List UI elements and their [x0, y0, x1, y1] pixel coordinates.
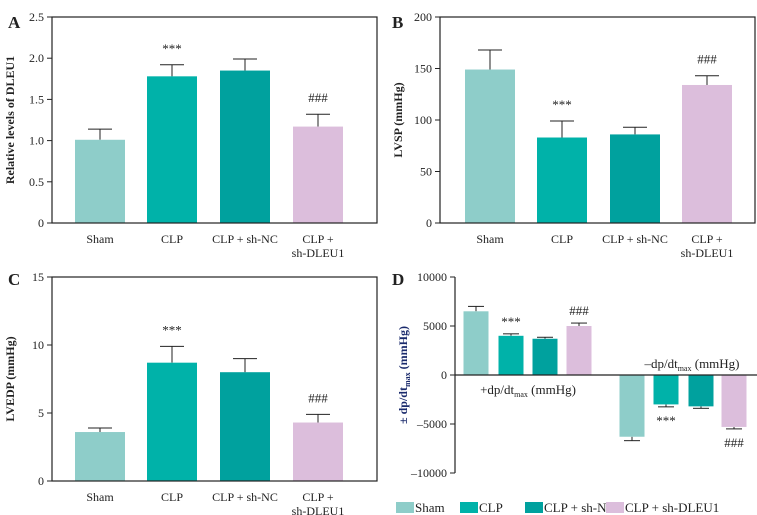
- bar-sham: [75, 432, 125, 481]
- bar-clp-sh-nc: [610, 134, 660, 223]
- significance-mark: ***: [162, 41, 182, 56]
- legend-label: CLP + sh-NC: [544, 500, 615, 515]
- legend-label: CLP: [479, 500, 503, 515]
- bar-sham: [619, 375, 645, 437]
- legend-swatch: [525, 502, 543, 513]
- group-label: –dp/dtmax (mmHg): [643, 356, 739, 373]
- legend-swatch: [606, 502, 624, 513]
- bar-clp-sh-nc: [532, 338, 558, 375]
- x-category-label: CLP +: [302, 490, 334, 504]
- y-tick-label: 1.0: [29, 134, 44, 148]
- legend-label: CLP + sh-DLEU1: [625, 500, 719, 515]
- x-category-label: CLP + sh-NC: [602, 232, 668, 246]
- x-category-label: CLP + sh-NC: [212, 232, 278, 246]
- bar-sham: [465, 69, 515, 223]
- legend-swatch: [396, 502, 414, 513]
- bar-clp: [147, 76, 197, 223]
- significance-mark: ***: [552, 97, 572, 112]
- y-tick-label: 0: [441, 368, 447, 382]
- y-tick-label: –5000: [416, 417, 447, 431]
- bar-clp-sh-dleu1: [566, 326, 592, 375]
- y-tick-label: 0: [38, 474, 44, 488]
- significance-mark: ###: [569, 303, 589, 318]
- panel-label: D: [392, 270, 404, 289]
- group-label: +dp/dtmax (mmHg): [480, 382, 576, 399]
- y-axis-label: ± dp/dtmax (mmHg): [396, 326, 412, 424]
- y-tick-label: 10000: [417, 270, 447, 284]
- bar-clp: [147, 362, 197, 481]
- y-tick-label: 5000: [423, 319, 447, 333]
- y-tick-label: 10: [32, 338, 44, 352]
- y-tick-label: 100: [414, 113, 432, 127]
- plot-frame: [51, 276, 378, 482]
- y-tick-label: 2.0: [29, 51, 44, 65]
- bar-clp: [653, 375, 679, 405]
- x-category-label: CLP: [551, 232, 573, 246]
- x-category-label: CLP: [161, 232, 183, 246]
- y-tick-label: 2.5: [29, 10, 44, 24]
- significance-mark: ***: [501, 314, 521, 329]
- y-tick-label: 150: [414, 62, 432, 76]
- significance-mark: ###: [697, 52, 717, 67]
- y-axis-label: LVSP (mmHg): [391, 82, 405, 157]
- bar-clp-sh-dleu1: [721, 375, 747, 427]
- bar-sham: [75, 139, 125, 223]
- y-tick-label: 1.5: [29, 92, 44, 106]
- bar-clp-sh-dleu1: [293, 126, 343, 223]
- x-category-label: CLP + sh-NC: [212, 490, 278, 504]
- bar-clp: [498, 335, 524, 375]
- bar-clp-sh-nc: [220, 70, 270, 223]
- x-category-label: Sham: [476, 232, 504, 246]
- bar-clp: [537, 137, 587, 223]
- y-tick-label: 5: [38, 406, 44, 420]
- panel-label: A: [8, 13, 21, 32]
- x-category-label: Sham: [86, 232, 114, 246]
- y-tick-label: 0.5: [29, 175, 44, 189]
- y-tick-label: –10000: [410, 466, 447, 480]
- significance-mark: ***: [656, 413, 676, 428]
- bar-clp-sh-dleu1: [293, 422, 343, 481]
- significance-mark: ###: [724, 435, 744, 450]
- y-tick-label: 0: [426, 216, 432, 230]
- significance-mark: ###: [308, 390, 328, 405]
- y-tick-label: 15: [32, 270, 44, 284]
- y-axis-label: Relative levels of DLEU1: [3, 56, 17, 184]
- y-tick-label: 50: [420, 165, 432, 179]
- bar-clp-sh-dleu1: [682, 84, 732, 223]
- y-axis-label: LVEDP (mmHg): [3, 336, 17, 421]
- y-tick-label: 200: [414, 10, 432, 24]
- x-category-label: sh-DLEU1: [292, 246, 345, 260]
- panel-label: B: [392, 13, 403, 32]
- plot-frame: [51, 16, 378, 224]
- legend-swatch: [460, 502, 478, 513]
- x-category-label: Sham: [86, 490, 114, 504]
- y-tick-label: 0: [38, 216, 44, 230]
- significance-mark: ***: [162, 322, 182, 337]
- x-category-label: sh-DLEU1: [292, 504, 345, 515]
- panel-label: C: [8, 270, 20, 289]
- bar-clp-sh-nc: [688, 375, 714, 407]
- bar-clp-sh-nc: [220, 372, 270, 481]
- significance-mark: ###: [308, 90, 328, 105]
- x-category-label: CLP: [161, 490, 183, 504]
- legend-label: Sham: [415, 500, 445, 515]
- x-category-label: CLP +: [302, 232, 334, 246]
- x-category-label: CLP +: [691, 232, 723, 246]
- x-category-label: sh-DLEU1: [681, 246, 734, 260]
- bar-sham: [463, 311, 489, 375]
